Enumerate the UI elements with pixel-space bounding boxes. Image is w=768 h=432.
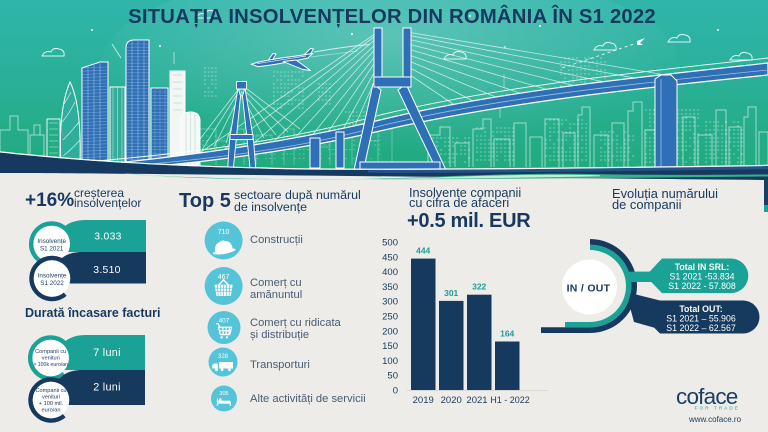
svg-text:venituri: venituri <box>42 356 60 362</box>
svg-text:322: 322 <box>472 282 486 292</box>
svg-text:450: 450 <box>382 252 398 263</box>
svg-text:2021: 2021 <box>466 395 487 406</box>
svg-text:S1 2021 -53.834: S1 2021 -53.834 <box>669 272 734 282</box>
svg-text:euro/an: euro/an <box>42 408 61 414</box>
svg-text:710: 710 <box>218 229 230 236</box>
svg-text:250: 250 <box>382 312 398 323</box>
svg-text:3.510: 3.510 <box>93 265 121 276</box>
svg-text:7 luni: 7 luni <box>93 347 121 359</box>
svg-text:S1 2022 - 57.808: S1 2022 - 57.808 <box>668 281 736 291</box>
svg-text:Insolvențe: Insolvențe <box>38 273 67 280</box>
svg-text:S1 2021: S1 2021 <box>40 246 64 253</box>
svg-text:300: 300 <box>382 297 398 308</box>
svg-text:S1 2021 – 55.906: S1 2021 – 55.906 <box>666 314 736 324</box>
svg-text:500: 500 <box>382 238 398 249</box>
svg-text:150: 150 <box>382 341 398 352</box>
svg-text:H1 - 2022: H1 - 2022 <box>490 395 530 405</box>
svg-text:Total IN SRL:: Total IN SRL: <box>675 262 730 272</box>
svg-text:venituri: venituri <box>42 395 60 401</box>
svg-text:Companii cu: Companii cu <box>35 388 66 394</box>
svg-text:+ 100 mil.: + 100 mil. <box>39 401 64 407</box>
svg-text:2020: 2020 <box>441 395 462 406</box>
svg-text:Total OUT:: Total OUT: <box>679 304 722 314</box>
svg-text:400: 400 <box>382 267 398 278</box>
svg-text:> 100k euro/an: > 100k euro/an <box>33 362 68 368</box>
svg-text:0: 0 <box>393 386 398 397</box>
svg-text:Insolvențe: Insolvențe <box>37 238 66 245</box>
svg-text:350: 350 <box>382 282 398 293</box>
svg-text:100: 100 <box>382 356 398 367</box>
svg-text:S1 2022 – 62.567: S1 2022 – 62.567 <box>666 323 736 333</box>
svg-text:467: 467 <box>218 274 230 281</box>
svg-text:2 luni: 2 luni <box>93 382 121 394</box>
svg-text:S1 2022: S1 2022 <box>40 280 64 287</box>
svg-text:200: 200 <box>382 326 398 337</box>
svg-text:50: 50 <box>387 371 398 382</box>
svg-text:164: 164 <box>500 329 514 339</box>
svg-text:3.033: 3.033 <box>94 232 122 243</box>
svg-text:Companii cu: Companii cu <box>35 349 66 355</box>
svg-text:301: 301 <box>444 288 458 298</box>
svg-text:IN / OUT: IN / OUT <box>567 282 611 294</box>
svg-text:328: 328 <box>218 354 229 360</box>
svg-text:444: 444 <box>416 246 430 256</box>
svg-text:305: 305 <box>219 391 228 397</box>
svg-text:FOR TRADE: FOR TRADE <box>695 406 740 411</box>
svg-text:407: 407 <box>219 318 230 325</box>
svg-text:2019: 2019 <box>413 395 434 406</box>
svg-text:coface: coface <box>676 384 738 409</box>
